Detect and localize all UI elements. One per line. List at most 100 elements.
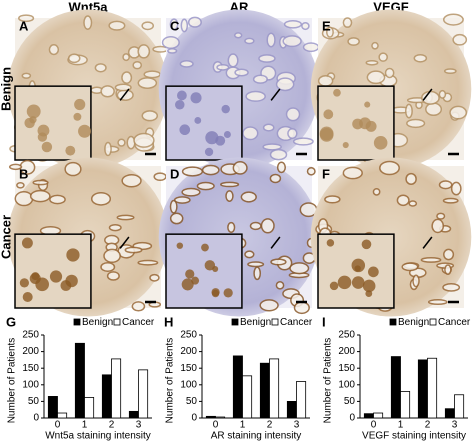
gland [141, 21, 155, 31]
gland [225, 190, 234, 202]
gland [420, 256, 442, 263]
row-title: Benign [0, 67, 13, 111]
panel-letter: H [164, 314, 173, 329]
cell [29, 116, 37, 124]
gland [220, 181, 240, 188]
cell [41, 141, 53, 153]
gland [283, 19, 303, 29]
micrograph: F [310, 157, 472, 317]
cell [176, 90, 187, 101]
x-axis-label: AR staining intensity [211, 431, 302, 442]
y-tick-label: 100 [338, 379, 355, 390]
gland [401, 262, 419, 272]
panel-letter: F [322, 166, 330, 181]
gland [438, 180, 453, 190]
gland [431, 218, 445, 234]
gland [179, 59, 194, 68]
cell [49, 270, 63, 283]
arrow [119, 236, 130, 249]
gland [436, 212, 446, 220]
cell [342, 141, 349, 149]
x-tick-label: 1 [240, 420, 246, 431]
gland [427, 299, 448, 306]
arrow [422, 88, 433, 101]
x-tick-label: 2 [267, 420, 273, 431]
gland [270, 258, 287, 266]
y-tick-label: 50 [186, 396, 198, 407]
cell [204, 147, 214, 157]
x-tick-label: 0 [55, 420, 61, 431]
gland [100, 85, 115, 98]
gland [234, 68, 249, 77]
cell [205, 131, 219, 145]
y-tick-label: 150 [180, 363, 197, 374]
gland [21, 72, 32, 79]
cell [368, 266, 379, 278]
cell [73, 112, 82, 121]
panel-letter: D [170, 166, 179, 181]
gland [173, 196, 191, 204]
legend-label: Benign [240, 317, 271, 328]
x-tick-label: 3 [136, 420, 142, 431]
bar [454, 394, 465, 419]
gland [438, 89, 447, 99]
cell [201, 243, 209, 252]
gland [32, 179, 49, 186]
cell [21, 237, 33, 249]
x-tick-label: 2 [425, 420, 431, 431]
gland [282, 35, 302, 48]
y-tick-label: 0 [191, 413, 197, 424]
y-tick-label: 200 [338, 346, 355, 357]
gland [404, 103, 413, 119]
gland [365, 59, 379, 66]
y-tick-label: 250 [22, 330, 39, 341]
gland [169, 18, 179, 31]
cell [22, 292, 33, 303]
gland [244, 37, 255, 45]
cell [26, 104, 41, 119]
y-tick-label: 250 [180, 330, 197, 341]
gland [233, 32, 243, 39]
legend-label: Benign [82, 317, 113, 328]
gland [169, 199, 178, 214]
gland [287, 127, 298, 140]
gland [371, 41, 379, 50]
gland [232, 161, 248, 175]
gland [242, 126, 259, 141]
bar [390, 356, 401, 419]
x-tick-label: 3 [452, 420, 458, 431]
gland [366, 70, 386, 85]
legend-swatch [389, 318, 397, 326]
panel-letter: C [170, 18, 180, 33]
bar [363, 413, 374, 419]
legend-label: Cancer [438, 317, 471, 328]
bar [373, 412, 384, 419]
legend-swatch [429, 318, 437, 326]
gland [258, 54, 276, 63]
gland [347, 37, 360, 46]
gland [121, 71, 133, 84]
y-tick-label: 200 [22, 346, 39, 357]
gland [108, 223, 122, 232]
micrograph: C [158, 9, 320, 169]
gland [100, 262, 116, 272]
gland [289, 262, 310, 275]
y-tick-label: 50 [28, 396, 40, 407]
row-title: Cancer [0, 215, 13, 259]
arrow [270, 236, 281, 249]
x-tick-label: 1 [82, 420, 88, 431]
gland [108, 20, 126, 31]
gland [378, 52, 388, 62]
panel-letter: I [322, 314, 326, 329]
panel-letter: A [19, 18, 29, 33]
panel-letter: B [19, 166, 28, 181]
legend-swatch [271, 318, 279, 326]
cell [29, 272, 41, 285]
gland [181, 166, 204, 177]
gland [161, 36, 180, 50]
gland [216, 63, 230, 71]
cell [351, 276, 365, 289]
y-tick-label: 150 [22, 363, 39, 374]
